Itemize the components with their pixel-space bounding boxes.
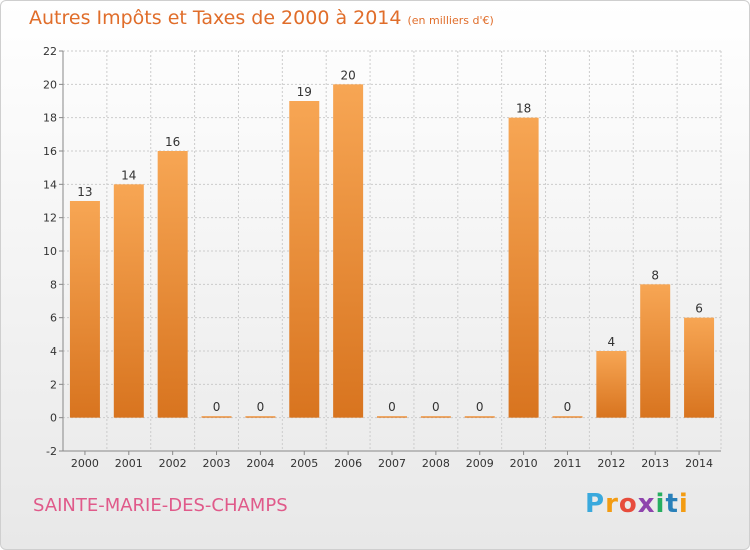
bar-value-label: 18 xyxy=(516,102,531,116)
y-tick-label: 10 xyxy=(43,245,57,258)
x-tick-label: 2012 xyxy=(597,457,625,470)
bar-value-label: 0 xyxy=(257,400,265,414)
logo-letter: t xyxy=(665,489,679,519)
y-tick-label: 22 xyxy=(43,45,57,58)
y-tick-label: 18 xyxy=(43,112,57,125)
x-tick-label: 2006 xyxy=(334,457,362,470)
bar-value-label: 0 xyxy=(388,400,396,414)
y-tick-label: 20 xyxy=(43,78,57,91)
x-tick-label: 2000 xyxy=(71,457,99,470)
logo-letter: o xyxy=(618,489,638,519)
bar xyxy=(552,416,583,418)
chart-unit: (en milliers d'€) xyxy=(407,14,494,27)
x-tick-label: 2010 xyxy=(510,457,538,470)
x-tick-label: 2009 xyxy=(466,457,494,470)
bar xyxy=(596,351,627,418)
chart-title: Autres Impôts et Taxes de 2000 à 2014 (en… xyxy=(29,7,494,29)
bar-value-label: 14 xyxy=(121,168,136,182)
x-tick-label: 2011 xyxy=(553,457,581,470)
bar-value-label: 0 xyxy=(564,400,572,414)
bar xyxy=(684,317,715,418)
bar-value-label: 0 xyxy=(213,400,221,414)
logo-letter: P xyxy=(585,489,606,519)
x-tick-label: 2002 xyxy=(159,457,187,470)
logo-letter: i xyxy=(655,489,666,519)
y-tick-label: 4 xyxy=(50,345,57,358)
bar xyxy=(113,184,144,418)
bar xyxy=(69,201,100,418)
bar xyxy=(245,416,276,418)
proxiti-logo: Proxiti xyxy=(585,489,689,519)
bar xyxy=(640,284,671,418)
bar xyxy=(289,101,320,418)
bar-value-label: 6 xyxy=(695,302,703,316)
bar xyxy=(420,416,451,418)
y-tick-label: 16 xyxy=(43,145,57,158)
x-tick-label: 2003 xyxy=(203,457,231,470)
y-tick-label: 14 xyxy=(43,178,57,191)
bar xyxy=(377,416,407,418)
logo-letter: i xyxy=(678,489,689,519)
bar xyxy=(157,151,188,418)
chart-title-text: Autres Impôts et Taxes de 2000 à 2014 xyxy=(29,7,402,29)
bar-value-label: 8 xyxy=(651,268,659,282)
y-tick-label: 2 xyxy=(50,378,57,391)
bar-value-label: 19 xyxy=(297,85,312,99)
x-tick-label: 2004 xyxy=(246,457,274,470)
y-tick-label: 0 xyxy=(50,412,57,425)
bar xyxy=(464,416,495,418)
y-tick-label: 8 xyxy=(50,278,57,291)
bar-value-label: 4 xyxy=(608,335,616,349)
bar xyxy=(333,84,364,418)
labels: -202468101214161820221320001420011620020… xyxy=(43,45,713,470)
bar-value-label: 16 xyxy=(165,135,180,149)
x-tick-label: 2013 xyxy=(641,457,669,470)
x-tick-label: 2005 xyxy=(290,457,318,470)
logo-letter: x xyxy=(637,489,656,519)
bar-value-label: 0 xyxy=(476,400,484,414)
bar-value-label: 13 xyxy=(77,185,92,199)
bars xyxy=(69,84,715,418)
y-tick-label: 12 xyxy=(43,212,57,225)
bar xyxy=(201,416,232,418)
axes xyxy=(59,50,721,455)
x-tick-label: 2014 xyxy=(685,457,713,470)
bar xyxy=(508,117,539,418)
commune-name: SAINTE-MARIE-DES-CHAMPS xyxy=(33,495,288,516)
x-tick-label: 2008 xyxy=(422,457,450,470)
x-tick-label: 2001 xyxy=(115,457,143,470)
y-tick-label: 6 xyxy=(50,312,57,325)
logo-letter: r xyxy=(605,489,619,519)
x-tick-label: 2007 xyxy=(378,457,406,470)
y-tick-label: -2 xyxy=(46,445,57,458)
bar-value-label: 20 xyxy=(340,68,355,82)
bar-value-label: 0 xyxy=(432,400,440,414)
